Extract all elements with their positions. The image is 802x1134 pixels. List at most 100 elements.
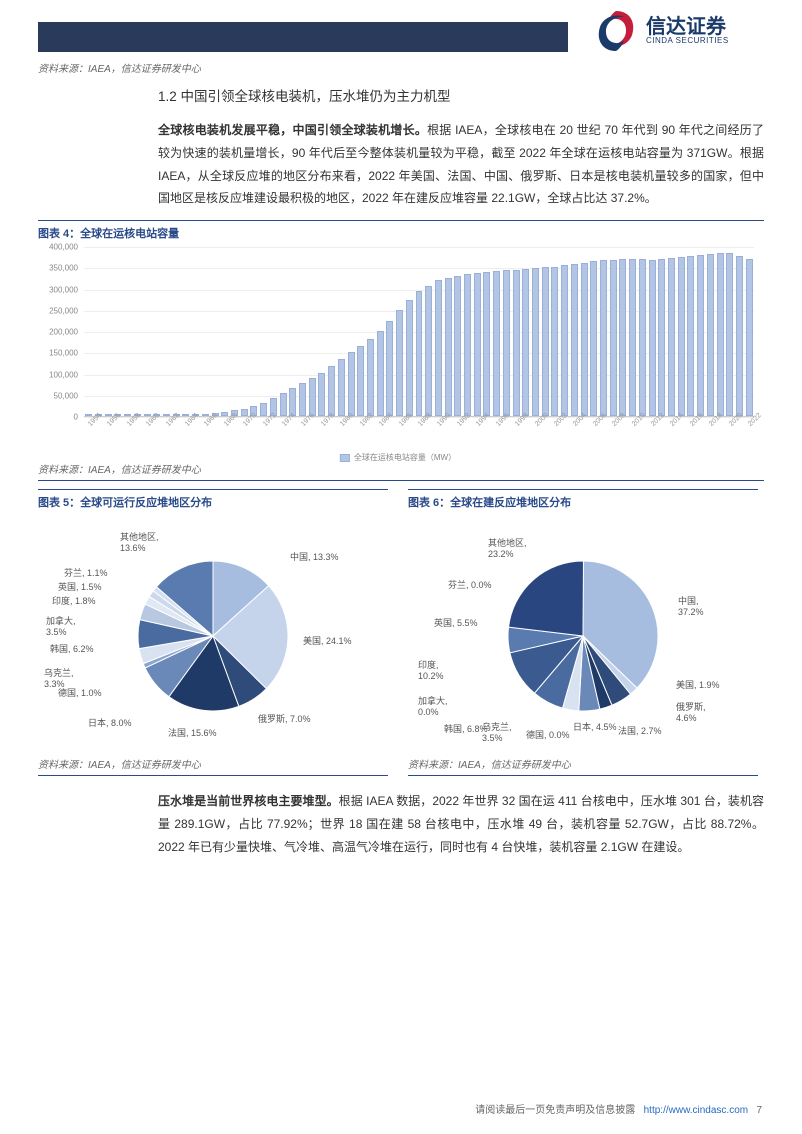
para1-bold: 全球核电装机发展平稳，中国引领全球装机增长。 <box>158 123 427 137</box>
chart4-bar <box>746 259 753 417</box>
pie-label: 法国, 15.6% <box>168 728 217 739</box>
pie-label: 美国, 1.9% <box>676 680 720 691</box>
chart4-bar <box>124 414 131 416</box>
chart6-column: 图表 6：全球在建反应堆地区分布 中国,37.2%美国, 1.9%俄罗斯,4.6… <box>408 489 758 776</box>
chart4-bar <box>717 253 724 416</box>
footer-url[interactable]: http://www.cindasc.com <box>644 1105 748 1116</box>
chart5-column: 图表 5：全球可运行反应堆地区分布 中国, 13.3%美国, 24.1%俄罗斯,… <box>38 489 388 776</box>
chart4-bar <box>328 366 335 416</box>
pie-label: 加拿大,3.5% <box>46 616 76 638</box>
chart4-bar <box>299 383 306 416</box>
pie-label: 其他地区,23.2% <box>488 538 527 560</box>
chart4-bar <box>416 291 423 416</box>
chart4-y-tick: 350,000 <box>49 264 78 273</box>
source-line-chart4: 资料来源：IAEA，信达证券研发中心 <box>38 461 764 481</box>
chart4-y-tick: 400,000 <box>49 243 78 252</box>
chart4-bar <box>493 271 500 416</box>
chart4-y-tick: 150,000 <box>49 349 78 358</box>
chart4-y-tick: 250,000 <box>49 306 78 315</box>
chart4-bar <box>561 265 568 416</box>
pie-label: 芬兰, 1.1% <box>64 568 108 579</box>
chart5-pie: 中国, 13.3%美国, 24.1%俄罗斯, 7.0%法国, 15.6%日本, … <box>38 516 388 756</box>
chart4-bar <box>590 261 597 416</box>
chart4-bar <box>687 256 694 417</box>
chart4-bar <box>551 267 558 417</box>
chart4-bar <box>241 409 248 417</box>
paragraph-2: 压水堆是当前世界核电主要堆型。根据 IAEA 数据，2022 年世界 32 国在… <box>158 790 764 858</box>
chart4-bar <box>542 267 549 416</box>
chart4-bar <box>309 378 316 416</box>
header-bar <box>38 22 568 52</box>
chart4-bar <box>639 259 646 416</box>
chart4-legend-swatch <box>340 454 350 462</box>
pie-label: 德国, 1.0% <box>58 688 102 699</box>
pie-label: 印度, 1.8% <box>52 596 96 607</box>
chart4-bar <box>425 286 432 417</box>
chart4-bar <box>522 269 529 416</box>
pie-label: 中国, 13.3% <box>290 552 339 563</box>
chart4-bar <box>454 276 461 416</box>
chart4-bar <box>144 414 151 416</box>
company-logo: 信达证券 CINDA SECURITIES <box>592 6 762 56</box>
chart4-bar <box>600 260 607 416</box>
chart4-bar <box>367 339 374 417</box>
pie-label: 美国, 24.1% <box>303 636 352 647</box>
chart4-bar <box>105 414 112 416</box>
pie-label: 日本, 8.0% <box>88 718 132 729</box>
chart4-bar <box>697 255 704 417</box>
logo-chinese-name: 信达证券 <box>646 17 729 37</box>
chart4-bar <box>513 270 520 417</box>
pie-label: 芬兰, 0.0% <box>448 580 492 591</box>
chart4-bar <box>348 352 355 416</box>
footer-text: 请阅读最后一页免责声明及信息披露 <box>475 1105 635 1116</box>
chart4-bar <box>571 264 578 416</box>
chart4-legend: 全球在运核电站容量（MW） <box>340 452 456 463</box>
chart4-bar <box>163 414 170 416</box>
chart4-bar <box>649 260 656 416</box>
chart4-bar <box>396 310 403 416</box>
chart4-bar <box>464 274 471 416</box>
para2-bold: 压水堆是当前世界核电主要堆型。 <box>158 794 339 808</box>
chart6-title: 图表 6：全球在建反应堆地区分布 <box>408 489 758 510</box>
main-content: 资料来源：IAEA，信达证券研发中心 1.2 中国引领全球核电装机，压水堆仍为主… <box>38 60 764 859</box>
chart4-bars <box>84 247 754 417</box>
section-title: 1.2 中国引领全球核电装机，压水堆仍为主力机型 <box>158 85 764 105</box>
chart4-bar <box>260 403 267 417</box>
pie-label: 日本, 4.5% <box>573 722 617 733</box>
chart4-bar <box>726 253 733 417</box>
chart4-bar <box>483 272 490 417</box>
logo-swirl-icon <box>592 7 640 55</box>
chart4-bar <box>668 258 675 416</box>
chart4-bar <box>629 259 636 416</box>
pie-label: 英国, 5.5% <box>434 618 478 629</box>
chart4-bar <box>406 300 413 416</box>
pie-label: 法国, 2.7% <box>618 726 662 737</box>
pie-slice <box>509 561 584 636</box>
chart4-bar <box>610 260 617 416</box>
chart4-legend-text: 全球在运核电站容量（MW） <box>354 452 456 463</box>
chart4-y-tick: 0 <box>74 413 78 422</box>
chart4-bar <box>532 268 539 416</box>
chart4-bar <box>338 359 345 416</box>
chart4-x-labels: 1954195619581960196219641966196819701972… <box>84 419 754 449</box>
chart5-title: 图表 5：全球可运行反应堆地区分布 <box>38 489 388 510</box>
paragraph-1: 全球核电装机发展平稳，中国引领全球装机增长。根据 IAEA，全球核电在 20 世… <box>158 119 764 210</box>
pie-label: 英国, 1.5% <box>58 582 102 593</box>
logo-english-name: CINDA SECURITIES <box>646 37 729 45</box>
chart4-y-tick: 200,000 <box>49 328 78 337</box>
chart4-y-tick: 50,000 <box>54 391 78 400</box>
chart4-bar <box>619 259 626 416</box>
pie-label: 德国, 0.0% <box>526 730 570 741</box>
chart4-title: 图表 4：全球在运核电站容量 <box>38 220 764 241</box>
pie-label: 韩国, 6.2% <box>50 644 94 655</box>
chart4-bar <box>581 263 588 417</box>
chart4-bar <box>435 280 442 416</box>
pie-label: 俄罗斯,4.6% <box>676 702 706 724</box>
pie-label: 其他地区,13.6% <box>120 532 159 554</box>
page-number: 7 <box>756 1105 762 1116</box>
pie-label: 韩国, 6.8% <box>444 724 488 735</box>
source-line-chart6: 资料来源：IAEA，信达证券研发中心 <box>408 756 758 776</box>
chart4-bar-chart: 050,000100,000150,000200,000250,000300,0… <box>38 247 758 457</box>
pie-label: 印度,10.2% <box>418 660 444 682</box>
chart4-bar <box>377 331 384 416</box>
